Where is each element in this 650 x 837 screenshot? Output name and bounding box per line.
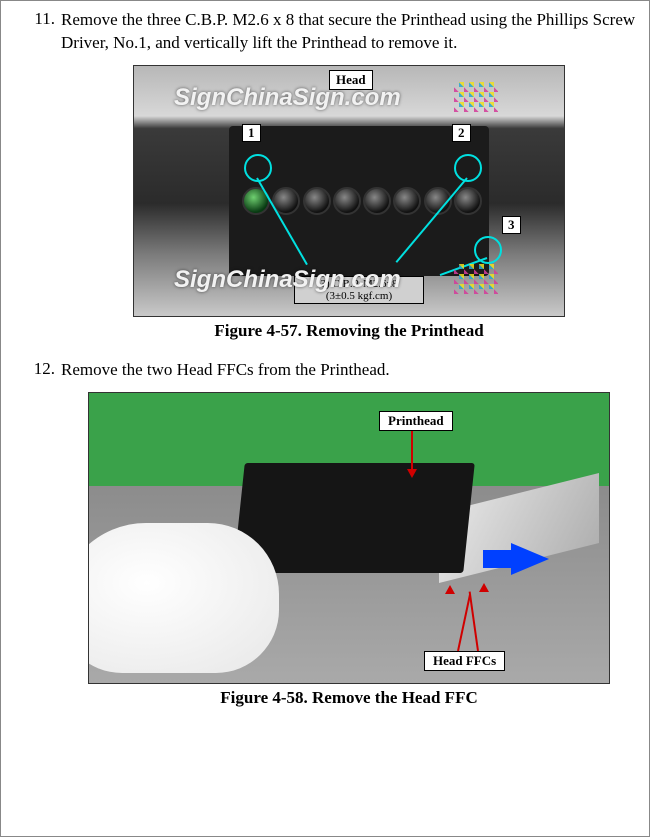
watermark-text: SignChinaSign.com — [174, 266, 401, 294]
head-label: Head — [329, 70, 373, 90]
step-12: 12. Remove the two Head FFCs from the Pr… — [13, 359, 637, 708]
instruction-list: 11. Remove the three C.B.P. M2.6 x 8 tha… — [13, 9, 637, 708]
step-number: 12. — [21, 359, 55, 379]
screw-marker-1: 1 — [242, 124, 261, 142]
step-text: Remove the two Head FFCs from the Printh… — [61, 359, 637, 382]
figure-caption: Figure 4-58. Remove the Head FFC — [61, 688, 637, 708]
screw-circle-2 — [454, 154, 482, 182]
leader-line-red — [457, 594, 471, 651]
figure-caption: Figure 4-57. Removing the Printhead — [61, 321, 637, 341]
figure-4-57: SignChinaSign.com Head — [61, 65, 637, 341]
head-ffcs-label: Head FFCs — [424, 651, 505, 671]
nozzle-icon — [454, 187, 482, 215]
document-page: 11. Remove the three C.B.P. M2.6 x 8 tha… — [0, 0, 650, 837]
screw-marker-2: 2 — [452, 124, 471, 142]
figure-4-58: Printhead Head FFCs Figure 4-58. Remove … — [61, 392, 637, 708]
figure-4-57-image: SignChinaSign.com Head — [133, 65, 565, 317]
arrowhead-icon — [445, 585, 455, 594]
figure-4-58-image: Printhead Head FFCs — [88, 392, 610, 684]
screw-marker-3: 3 — [502, 216, 521, 234]
nozzle-icon — [333, 187, 361, 215]
printhead-block — [233, 463, 475, 573]
direction-arrow-icon — [511, 543, 549, 575]
arrowhead-icon — [479, 583, 489, 592]
step-11: 11. Remove the three C.B.P. M2.6 x 8 tha… — [13, 9, 637, 341]
leader-line-red — [411, 431, 413, 471]
printhead-label: Printhead — [379, 411, 453, 431]
watermark-squares-icon — [454, 82, 498, 112]
leader-line-red — [469, 591, 479, 651]
arrowhead-icon — [407, 469, 417, 478]
step-number: 11. — [21, 9, 55, 29]
nozzle-icon — [393, 187, 421, 215]
nozzle-icon — [303, 187, 331, 215]
step-text: Remove the three C.B.P. M2.6 x 8 that se… — [61, 9, 637, 55]
gloved-hand — [88, 523, 279, 673]
watermark-squares-icon — [454, 264, 498, 294]
nozzle-icon — [363, 187, 391, 215]
